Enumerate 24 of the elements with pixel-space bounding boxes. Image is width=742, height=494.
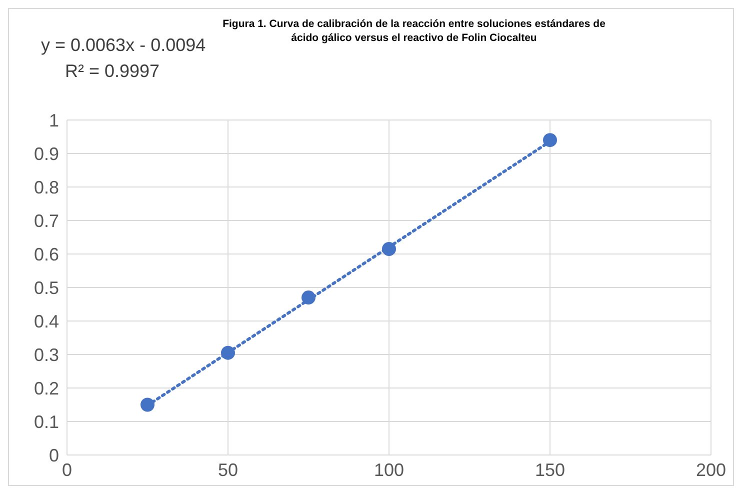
point bbox=[221, 346, 235, 360]
y-tick-label: 0.5 bbox=[34, 278, 59, 298]
y-tick-label: 0.7 bbox=[34, 210, 59, 231]
x-tick-label: 0 bbox=[62, 460, 72, 480]
y-tick-label: 0.3 bbox=[34, 344, 59, 365]
point bbox=[543, 133, 557, 148]
y-tick-label: 0 bbox=[48, 445, 59, 466]
point bbox=[302, 290, 316, 305]
point bbox=[140, 398, 154, 412]
y-tick-label: 0.4 bbox=[34, 311, 59, 332]
y-tick-label: 0.9 bbox=[34, 144, 59, 164]
y-tick-label: 0.8 bbox=[34, 177, 59, 198]
x-tick-label: 100 bbox=[374, 460, 404, 480]
x-tick-label: 150 bbox=[534, 460, 566, 480]
y-tick-label: 1 bbox=[48, 110, 59, 130]
point bbox=[382, 242, 396, 256]
y-tick-label: 0.6 bbox=[34, 244, 59, 264]
y-tick-label: 0.2 bbox=[34, 378, 59, 398]
y-tick-label: 0.1 bbox=[34, 412, 59, 432]
x-tick-label: 50 bbox=[218, 460, 238, 480]
chart-title: Figura 1. Curva de calibración de la reacción entre soluciones estándares de ácido gálico versus el reactivo de Folin Ciocalteu bbox=[222, 17, 606, 45]
text: R² = 0.9997 bbox=[65, 61, 160, 82]
x-tick-label: 200 bbox=[696, 460, 726, 480]
text: y = 0.0063x - 0.0094 bbox=[41, 35, 206, 56]
